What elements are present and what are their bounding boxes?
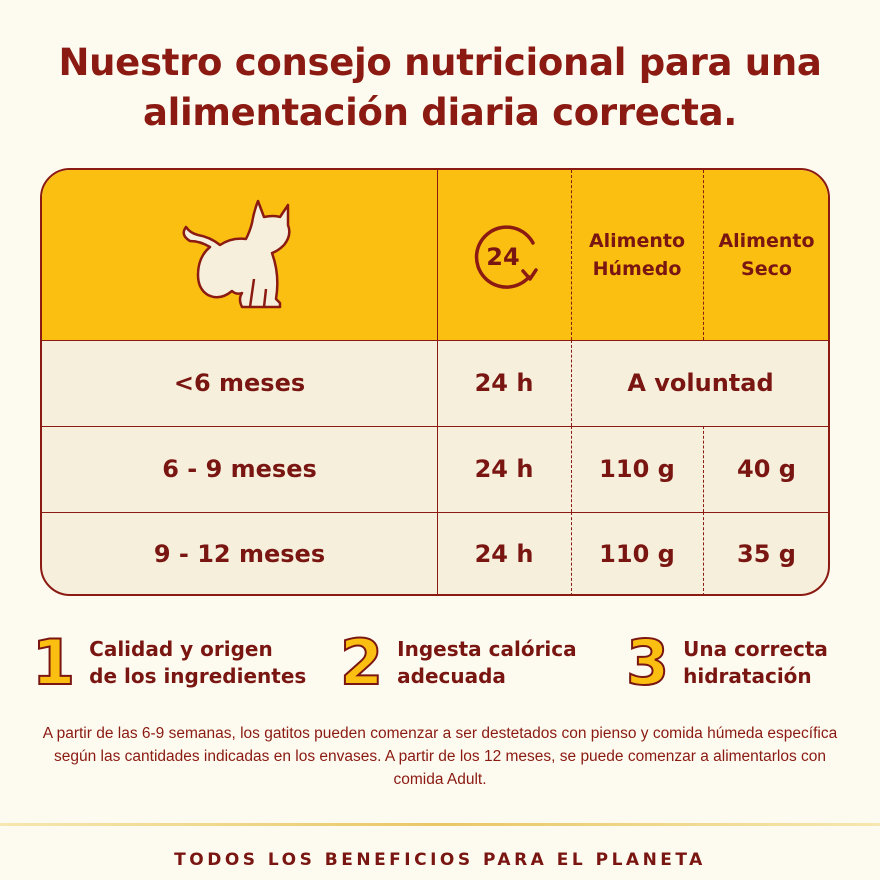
24h-clock-icon: 24 (474, 225, 538, 289)
benefit-line-2: adecuada (397, 664, 506, 688)
column-divider (437, 170, 438, 340)
column-divider-dashed (571, 170, 572, 340)
header-wet-line-2: Húmedo (592, 258, 682, 280)
column-divider-dashed (571, 426, 572, 512)
column-divider-dashed (703, 170, 704, 340)
disclaimer-text: A partir de las 6-9 semanas, los gatitos… (42, 725, 838, 788)
combined-food-cell: A voluntad (627, 369, 774, 397)
header-wet-line-1: Alimento (588, 230, 686, 252)
time-cell: 24 h (474, 369, 534, 397)
benefit-number: 3 (625, 626, 670, 699)
benefit-item: 1 Calidad y origen de los ingredientes (31, 626, 307, 699)
time-cell: 24 h (474, 455, 534, 483)
column-divider-dashed (703, 426, 704, 512)
table-row: 6 - 9 meses 24 h 110 g 40 g (42, 426, 828, 513)
benefit-item: 2 Ingesta calórica adecuada (339, 626, 577, 699)
benefit-line-2: hidratación (683, 664, 812, 688)
benefits-list: 1 Calidad y origen de los ingredientes 2… (0, 626, 880, 702)
benefit-line-1: Una correcta (683, 637, 828, 661)
wet-food-cell: 110 g (599, 540, 675, 568)
benefit-line-1: Ingesta calórica (397, 637, 577, 661)
column-divider-dashed (571, 512, 572, 594)
title-line-1: Nuestro consejo nutricional para una (58, 41, 822, 84)
footer-divider (0, 823, 880, 826)
column-divider-dashed (571, 340, 572, 426)
header-dry-line-2: Seco (741, 258, 792, 280)
benefit-item: 3 Una correcta hidratación (625, 626, 828, 699)
benefit-number: 1 (31, 626, 76, 699)
dry-food-cell: 35 g (737, 540, 796, 568)
column-divider (437, 426, 438, 512)
time-cell: 24 h (474, 540, 534, 568)
table-row: <6 meses 24 h A voluntad (42, 340, 828, 427)
age-cell: 6 - 9 meses (162, 455, 317, 483)
page-title: Nuestro consejo nutricional para una ali… (0, 38, 880, 138)
benefit-line-1: Calidad y origen (89, 637, 273, 661)
footer-tagline: TODOS LOS BENEFICIOS PARA EL PLANETA (174, 850, 706, 870)
table-row: 9 - 12 meses 24 h 110 g 35 g (42, 512, 828, 594)
age-cell: <6 meses (173, 369, 306, 397)
cat-silhouette-icon (182, 199, 291, 309)
column-divider (437, 512, 438, 594)
benefit-number: 2 (339, 626, 384, 699)
header-time-cell: 24 (437, 170, 571, 340)
benefit-line-2: de los ingredientes (89, 664, 307, 688)
table-header-row: 24 Alimento Húmedo Alimento Seco (42, 170, 828, 341)
dry-food-cell: 40 g (737, 455, 796, 483)
wet-food-cell: 110 g (599, 455, 675, 483)
age-cell: 9 - 12 meses (153, 540, 326, 568)
header-wet-food-cell: Alimento Húmedo (571, 170, 703, 340)
feeding-table: 24 Alimento Húmedo Alimento Seco <6 mese… (40, 168, 830, 596)
header-dry-line-1: Alimento (718, 230, 815, 252)
column-divider (437, 340, 438, 426)
24h-icon-text: 24 (486, 243, 519, 271)
header-dry-food-cell: Alimento Seco (703, 170, 828, 340)
title-line-2: alimentación diaria correcta. (142, 91, 738, 134)
header-cat-cell (42, 170, 437, 340)
column-divider-dashed (703, 512, 704, 594)
